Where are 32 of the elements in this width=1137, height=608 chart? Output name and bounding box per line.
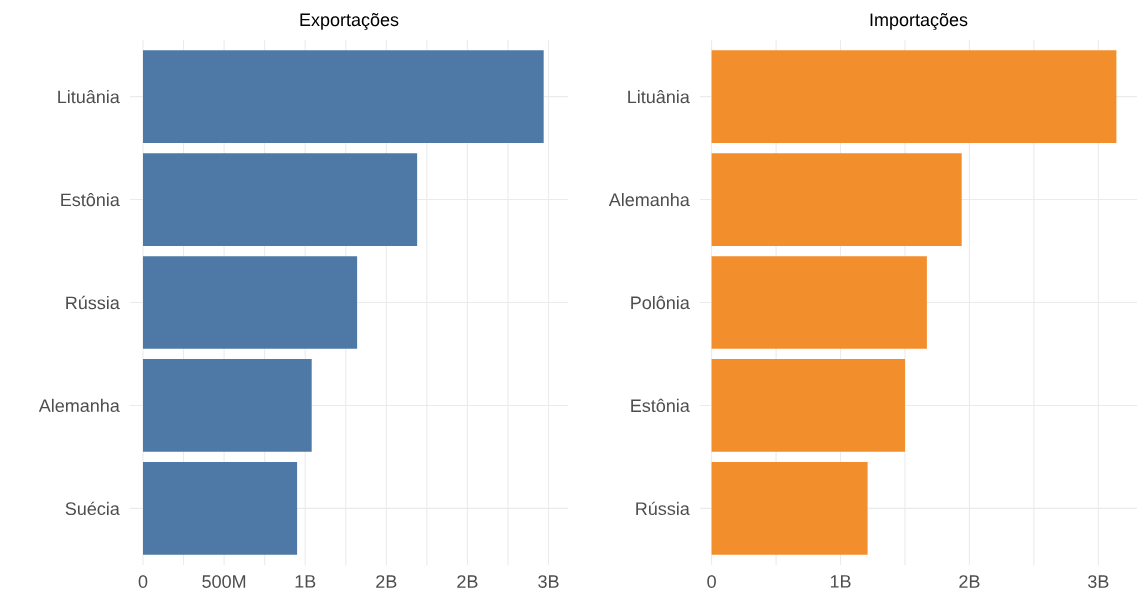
x-tick-label: 1B <box>830 575 851 588</box>
x-tick-label: 2B <box>959 575 980 588</box>
y-tick-label: Lituânia <box>628 89 690 104</box>
bar <box>711 153 962 246</box>
chart-title: Exportações <box>300 13 399 30</box>
x-tick-label: 2B <box>376 575 397 588</box>
y-tick-label: Rússia <box>66 295 120 310</box>
x-tick-label: 3B <box>1088 575 1109 588</box>
bar <box>142 153 418 246</box>
chart-title: Importações <box>870 13 968 30</box>
y-tick-label: Estônia <box>61 192 120 207</box>
y-tick-label: Rússia <box>636 501 690 516</box>
x-tick-label: 1B <box>295 575 316 588</box>
x-tick-label: 500M <box>202 575 246 588</box>
bar <box>142 256 358 349</box>
y-tick-label: Suécia <box>65 501 120 516</box>
bar <box>711 359 905 452</box>
y-tick-label: Polônia <box>631 295 690 310</box>
y-tick-label: Alemanha <box>38 398 120 413</box>
x-tick-label: 3B <box>538 575 559 588</box>
bar <box>142 462 298 555</box>
x-tick-label: 0 <box>707 575 716 588</box>
bar <box>142 50 544 143</box>
y-tick-label: Lituânia <box>58 89 120 104</box>
bar <box>142 359 312 452</box>
bar <box>711 462 868 555</box>
x-tick-label: 2B <box>457 575 478 588</box>
bar <box>711 256 927 349</box>
y-tick-label: Alemanha <box>608 192 690 207</box>
y-tick-label: Estônia <box>631 398 690 413</box>
x-tick-label: 0 <box>138 575 148 588</box>
bar <box>711 50 1117 143</box>
